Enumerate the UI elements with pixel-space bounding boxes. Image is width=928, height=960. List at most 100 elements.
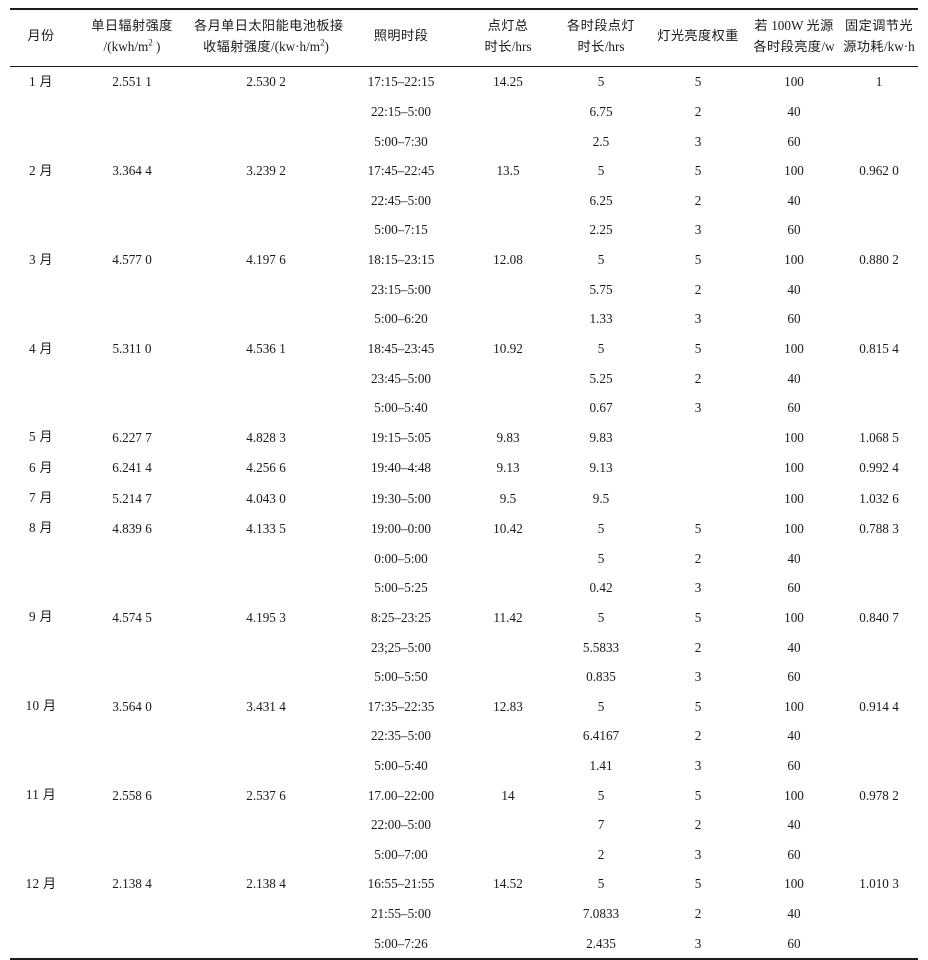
- cell-total_hrs: [462, 633, 554, 662]
- cell-brightness: 40: [787, 550, 801, 566]
- cell-weight: 3: [694, 311, 702, 327]
- cell-weight: 5: [694, 74, 702, 90]
- cell-panel_rad: 4.197 6: [246, 252, 286, 268]
- cell-power: [840, 364, 918, 393]
- cell-daily_rad: [72, 840, 192, 869]
- table-row: 23;25–5:00 5.5833 2 40: [10, 633, 918, 662]
- cell-power: 1.010 3: [859, 876, 899, 892]
- cell-total_hrs: 14.52: [493, 876, 523, 892]
- cell-total_hrs: 12.83: [493, 698, 523, 714]
- cell-brightness: 60: [787, 222, 801, 238]
- cell-panel_rad: [192, 633, 340, 662]
- cell-period: 19:15–5:05: [370, 429, 432, 445]
- cell-weight: 2: [694, 906, 702, 922]
- cell-period: 5:00–7:15: [374, 222, 428, 238]
- cell-weight: 5: [694, 876, 702, 892]
- cell-panel_rad: [192, 364, 340, 393]
- cell-power: [840, 751, 918, 780]
- table-row: 5:00–5:50 0.835 3 60: [10, 662, 918, 691]
- cell-month: 3 月: [29, 251, 53, 268]
- cell-power: [840, 186, 918, 215]
- cell-seg_hrs: 6.75: [589, 104, 613, 120]
- cell-month: 11 月: [25, 787, 57, 804]
- cell-seg_hrs: 5: [597, 341, 605, 357]
- cell-weight: 5: [694, 609, 702, 625]
- cell-power: 1: [875, 74, 883, 90]
- cell-weight: [648, 483, 748, 513]
- cell-seg_hrs: 5: [597, 698, 605, 714]
- cell-month: 1 月: [29, 73, 53, 90]
- cell-daily_rad: [72, 393, 192, 422]
- cell-daily_rad: [72, 97, 192, 126]
- cell-brightness: 100: [784, 698, 804, 714]
- table-row: 5 月 6.227 7 4.828 3 19:15–5:05 9.83 9.83 100 1.…: [10, 422, 918, 452]
- cell-total_hrs: 11.42: [493, 609, 523, 625]
- cell-brightness: 40: [787, 370, 801, 386]
- cell-weight: 2: [694, 639, 702, 655]
- cell-daily_rad: [72, 899, 192, 928]
- cell-month: 5 月: [29, 429, 53, 446]
- cell-power: 0.788 3: [859, 520, 899, 536]
- table-row: 9 月 4.574 5 4.195 3 8:25–23:25 11.42 5 5 100 0.8…: [10, 602, 918, 632]
- cell-month: [10, 304, 72, 333]
- cell-brightness: 100: [784, 74, 804, 90]
- column-header-daily-radiation-line1: 单日辐射强度: [91, 19, 173, 34]
- column-header-brightness-watts: 若 100W 光源 各时段亮度/w: [748, 10, 840, 67]
- column-header-segment-hours: 各时段点灯 时长/hrs: [554, 10, 648, 67]
- cell-seg_hrs: 2.435: [586, 935, 616, 951]
- cell-weight: 3: [694, 757, 702, 773]
- cell-weight: 2: [694, 193, 702, 209]
- table-row: 1 月 2.551 1 2.530 2 17:15–22:15 14.25 5 5 100 1: [10, 66, 918, 97]
- column-header-total-hours: 点灯总 时长/hrs: [462, 10, 554, 67]
- cell-daily_rad: [72, 633, 192, 662]
- cell-total_hrs: [462, 810, 554, 839]
- cell-weight: 5: [694, 252, 702, 268]
- cell-daily_rad: [72, 721, 192, 750]
- cell-weight: 2: [694, 104, 702, 120]
- cell-period: 22:15–5:00: [370, 104, 432, 120]
- cell-total_hrs: [462, 751, 554, 780]
- cell-brightness: 40: [787, 193, 801, 209]
- column-header-lighting-period: 照明时段: [340, 10, 462, 67]
- cell-brightness: 60: [787, 133, 801, 149]
- cell-month: [10, 97, 72, 126]
- cell-panel_rad: 3.431 4: [246, 698, 286, 714]
- cell-total_hrs: [462, 721, 554, 750]
- column-header-month: 月份: [10, 10, 72, 67]
- table-row: 3 月 4.577 0 4.197 6 18:15–23:15 12.08 5 5 100 0.…: [10, 245, 918, 275]
- cell-daily_rad: [72, 810, 192, 839]
- cell-period: 19:40–4:48: [370, 460, 432, 476]
- column-header-segment-hours-unit: 时长/hrs: [577, 38, 625, 55]
- cell-brightness: 60: [787, 935, 801, 951]
- cell-month: [10, 186, 72, 215]
- cell-seg_hrs: 9.83: [589, 429, 613, 445]
- cell-weight: 5: [694, 698, 702, 714]
- cell-month: [10, 810, 72, 839]
- cell-brightness: 100: [784, 429, 804, 445]
- cell-weight: 3: [694, 846, 702, 862]
- cell-month: [10, 127, 72, 156]
- cell-seg_hrs: 0.67: [589, 400, 613, 416]
- cell-seg_hrs: 5.5833: [582, 639, 620, 655]
- cell-total_hrs: [462, 393, 554, 422]
- cell-power: 0.840 7: [859, 609, 899, 625]
- cell-seg_hrs: 2.5: [592, 133, 610, 149]
- cell-month: [10, 929, 72, 959]
- cell-daily_rad: 4.839 6: [112, 520, 152, 536]
- table-body: 1 月 2.551 1 2.530 2 17:15–22:15 14.25 5 5 100 1 2…: [10, 66, 918, 958]
- table-container: 月份 单日辐射强度 /(kwh/m2 ) 各月单日太阳能电池板接 收辐射强度/(…: [10, 0, 918, 960]
- solar-lighting-data-table: 月份 单日辐射强度 /(kwh/m2 ) 各月单日太阳能电池板接 收辐射强度/(…: [10, 8, 918, 960]
- cell-total_hrs: 10.92: [493, 341, 523, 357]
- cell-weight: 3: [694, 668, 702, 684]
- column-header-total-hours-unit: 时长/hrs: [484, 38, 532, 55]
- cell-brightness: 100: [784, 460, 804, 476]
- cell-daily_rad: 2.138 4: [112, 876, 152, 892]
- column-header-brightness-weight-line1: 灯光亮度权重: [657, 29, 739, 45]
- cell-seg_hrs: 9.5: [592, 490, 610, 506]
- cell-weight: 5: [694, 341, 702, 357]
- column-header-fixed-power-unit: 源功耗/kw·h: [843, 38, 915, 55]
- cell-daily_rad: [72, 364, 192, 393]
- cell-total_hrs: 12.08: [493, 252, 523, 268]
- cell-seg_hrs: 5: [597, 876, 605, 892]
- cell-brightness: 100: [784, 787, 804, 803]
